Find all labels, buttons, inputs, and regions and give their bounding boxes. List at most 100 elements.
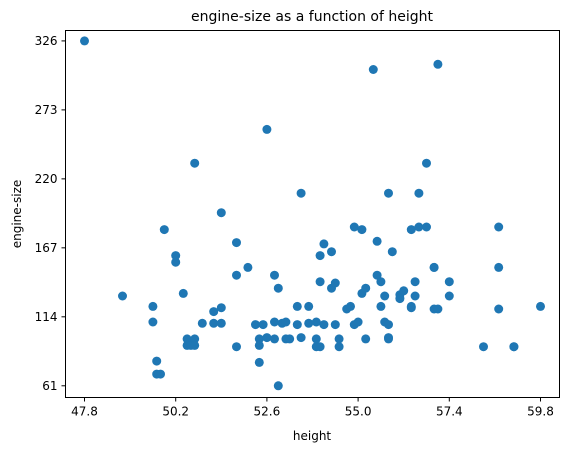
data-point (254, 357, 264, 367)
data-point (171, 251, 181, 261)
data-point (209, 318, 219, 328)
data-point (216, 208, 226, 218)
data-point (258, 320, 268, 330)
y-tick-label: 114 (35, 310, 58, 324)
data-point (190, 340, 200, 350)
data-point (429, 262, 439, 272)
data-point (156, 369, 165, 379)
points-layer (80, 36, 545, 391)
data-point (243, 262, 253, 272)
data-point (410, 277, 420, 287)
x-axis-ticks: 47.8 50.2 52.6 55.0 57.4 59.8 (71, 397, 554, 419)
data-point (319, 320, 329, 330)
data-point (361, 334, 371, 344)
x-tick-label: 55.0 (345, 405, 372, 419)
data-point (270, 334, 279, 344)
data-point (334, 342, 344, 352)
data-point (292, 301, 302, 311)
data-point (262, 333, 272, 343)
data-point (270, 270, 279, 280)
y-axis-ticks: 61 114 167 220 273 326 (35, 34, 66, 393)
data-point (319, 239, 329, 249)
y-tick-label: 220 (35, 172, 58, 186)
data-point (254, 340, 264, 350)
data-point (315, 277, 325, 287)
data-point (292, 320, 302, 330)
data-point (216, 303, 226, 313)
y-axis-label: engine-size (10, 180, 24, 249)
data-point (296, 333, 306, 343)
data-point (376, 301, 386, 311)
data-point (384, 320, 393, 330)
data-point (209, 307, 219, 317)
data-point (304, 318, 314, 328)
data-point (372, 236, 382, 246)
y-tick-label: 61 (42, 379, 57, 393)
data-point (327, 247, 336, 257)
data-point (315, 342, 325, 352)
data-point (232, 238, 241, 248)
data-point (270, 317, 279, 327)
data-point (118, 291, 127, 301)
data-point (171, 257, 181, 267)
data-point (330, 320, 340, 330)
data-point (190, 158, 200, 168)
data-point (387, 247, 397, 257)
data-point (494, 262, 504, 272)
data-point (406, 225, 416, 235)
data-point (444, 291, 454, 301)
chart-title: engine-size as a function of height (191, 9, 433, 25)
data-point (346, 301, 355, 311)
data-point (349, 222, 359, 232)
data-point (148, 317, 158, 327)
y-tick-label: 326 (35, 34, 58, 48)
data-point (334, 334, 344, 344)
data-point (444, 277, 454, 287)
y-tick-label: 273 (35, 103, 58, 117)
data-point (536, 301, 545, 311)
data-point (361, 283, 371, 293)
data-point (296, 188, 306, 198)
data-point (410, 291, 420, 301)
data-point (368, 65, 378, 74)
data-point (182, 334, 192, 344)
x-tick-label: 52.6 (254, 405, 281, 419)
data-point (285, 334, 295, 344)
data-point (273, 283, 283, 293)
data-point (232, 270, 241, 280)
data-point (353, 317, 363, 327)
data-point (281, 317, 291, 327)
data-point (433, 59, 443, 69)
data-point (399, 286, 409, 296)
data-point (251, 320, 260, 330)
data-point (414, 222, 424, 232)
data-point (273, 381, 283, 391)
data-point (422, 158, 431, 168)
data-point (380, 291, 390, 301)
data-point (197, 318, 207, 328)
data-point (159, 225, 169, 235)
x-tick-label: 57.4 (436, 405, 463, 419)
data-point (315, 251, 325, 261)
y-tick-label: 167 (35, 241, 58, 255)
x-axis-label: height (293, 429, 332, 443)
data-point (148, 301, 158, 311)
data-point (216, 318, 226, 328)
x-tick-label: 59.8 (527, 405, 554, 419)
data-point (422, 222, 431, 232)
data-point (311, 317, 321, 327)
data-point (494, 222, 504, 232)
data-point (384, 333, 393, 343)
data-point (406, 303, 416, 313)
data-point (304, 301, 314, 311)
data-point (372, 270, 382, 280)
data-point (190, 334, 200, 344)
x-tick-label: 50.2 (162, 405, 189, 419)
data-point (494, 304, 504, 314)
data-point (232, 342, 241, 352)
data-point (414, 188, 424, 198)
data-point (262, 124, 272, 134)
x-tick-label: 47.8 (71, 405, 98, 419)
data-point (152, 356, 162, 366)
